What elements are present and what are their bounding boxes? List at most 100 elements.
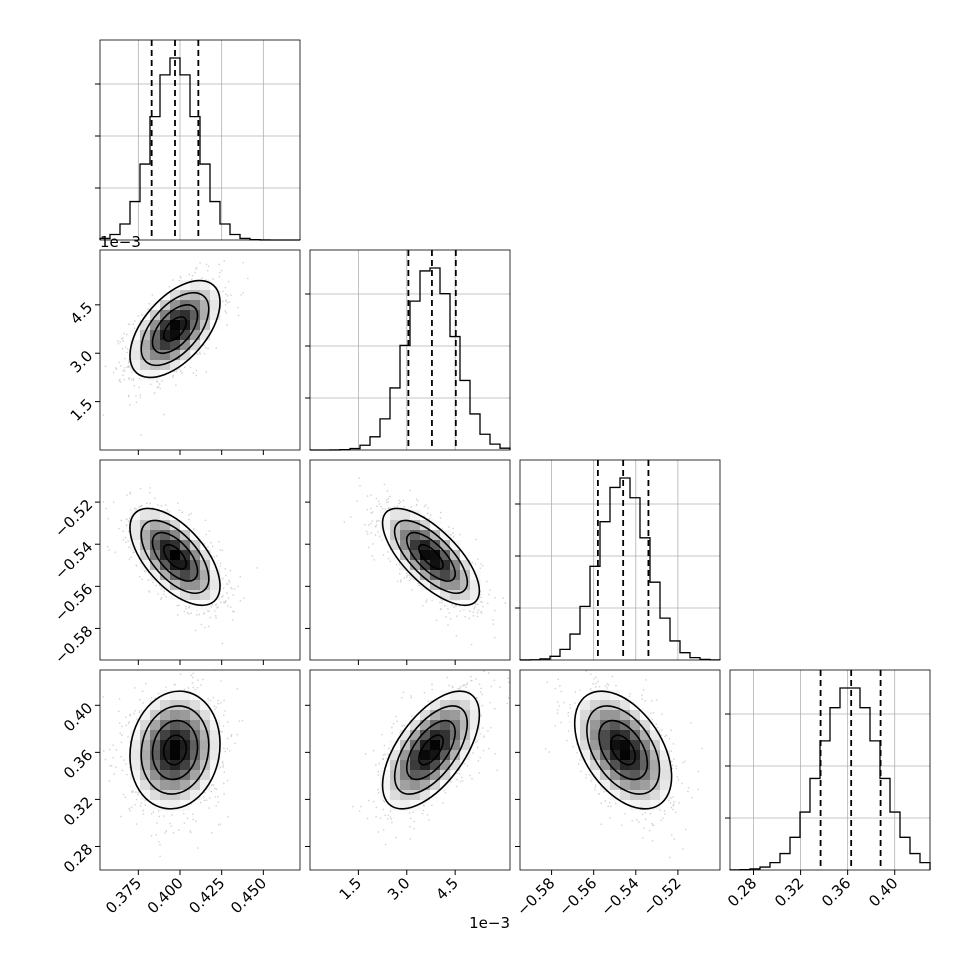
panel-3-0-cell-85 bbox=[210, 730, 221, 741]
panel-3-2-cell-36 bbox=[610, 760, 621, 771]
panel-3-0-cell-24 bbox=[150, 780, 161, 791]
panel-3-2-cell-55 bbox=[630, 740, 641, 751]
y-tick-label-2-1: −0.56 bbox=[51, 580, 96, 625]
panel-3-2-cell-78 bbox=[650, 790, 661, 801]
panel-3-0-cell-41 bbox=[170, 710, 181, 721]
panel-3-2-cell-75 bbox=[650, 760, 661, 771]
panel-3-1-cell-15 bbox=[400, 770, 411, 781]
panel-3-0-cell-86 bbox=[210, 740, 221, 751]
panel-1-0-cell-21 bbox=[160, 320, 171, 331]
x-tick-label-0-2: 0.425 bbox=[185, 874, 228, 917]
panel-2-1-cell-33 bbox=[430, 570, 441, 581]
panel-2-1 bbox=[305, 459, 511, 665]
panel-3-0-cell-60 bbox=[180, 780, 191, 791]
hist-2-steps bbox=[519, 477, 721, 661]
panel-3-0-content bbox=[102, 670, 244, 857]
panel-2-0-cell-11 bbox=[150, 520, 161, 531]
panel-2-0-cell-56 bbox=[210, 570, 221, 581]
panel-1-0-cell-35 bbox=[180, 280, 191, 291]
panel-3-2-frame bbox=[519, 669, 721, 871]
panel-3-0-contour-0 bbox=[162, 734, 188, 766]
panel-1-0-cell-14 bbox=[150, 340, 161, 351]
panel-1-0-cell-56 bbox=[210, 280, 221, 291]
panel-1-0-cell-51 bbox=[200, 290, 211, 301]
panel-2-0-cell-4 bbox=[140, 510, 151, 521]
panel-3-1-frame bbox=[309, 669, 511, 871]
panel-3-0-cell-23 bbox=[150, 770, 161, 781]
panel-1-0-cell-8 bbox=[140, 360, 151, 371]
panel-1-0-cell-55 bbox=[200, 330, 211, 341]
panel-3-1-cell-6 bbox=[390, 760, 401, 771]
panel-2-0-cell-52 bbox=[200, 580, 211, 591]
panel-3-2-cell-19 bbox=[600, 690, 611, 701]
panel-3-1-cell-28 bbox=[420, 710, 431, 721]
panel-2-1-cell-11 bbox=[400, 540, 411, 551]
panel-2-1-cell-0 bbox=[380, 510, 391, 521]
panel-1-0-cell-44 bbox=[190, 290, 201, 301]
panel-2-1-cell-9 bbox=[400, 520, 411, 531]
panel-3-2-cell-76 bbox=[650, 770, 661, 781]
panel-3-0-cell-55 bbox=[180, 730, 191, 741]
panel-2-0-cell-44 bbox=[190, 560, 201, 571]
panel-3-2-cell-11 bbox=[590, 700, 601, 711]
panel-3-2-cell-52 bbox=[630, 710, 641, 721]
panel-3-2-cell-34 bbox=[610, 740, 621, 751]
panel-3-1-cell-22 bbox=[410, 750, 421, 761]
panel-3-0-cell-71 bbox=[190, 770, 201, 781]
panel-3-2-cell-39 bbox=[610, 790, 621, 801]
panel-3-0-cell-82 bbox=[200, 780, 211, 791]
hist-0-frame bbox=[99, 39, 301, 241]
panel-2-0-cell-45 bbox=[190, 570, 201, 581]
panel-3-2-cell-13 bbox=[590, 720, 601, 731]
panel-2-0-cell-14 bbox=[150, 550, 161, 561]
panel-2-0-cell-51 bbox=[200, 570, 211, 581]
panel-3-2-contour-3 bbox=[573, 690, 673, 810]
panel-2-1-cell-41 bbox=[440, 580, 451, 591]
panel-3-0-cell-0 bbox=[130, 720, 141, 731]
panel-3-1-cell-59 bbox=[450, 710, 461, 721]
panel-3-1-cell-53 bbox=[440, 750, 451, 761]
panel-2-1-cell-12 bbox=[400, 550, 411, 561]
panel-1-0-cell-38 bbox=[180, 310, 191, 321]
panel-3-2-cell-49 bbox=[620, 790, 631, 801]
panel-3-0-cell-3 bbox=[130, 750, 141, 761]
panel-2-0-cell-24 bbox=[160, 580, 171, 591]
panel-3-2-cell-23 bbox=[600, 730, 611, 741]
panel-3-2-cell-73 bbox=[650, 740, 661, 751]
panel-3-0-cell-49 bbox=[170, 790, 181, 801]
panel-3-2-cell-9 bbox=[580, 750, 591, 761]
panel-2-1-contour-2 bbox=[393, 519, 469, 594]
panel-3-2-cell-46 bbox=[620, 760, 631, 771]
hist-3-frame bbox=[729, 669, 931, 871]
panel-3-1-cell-66 bbox=[460, 700, 471, 711]
panel-3-2-cell-63 bbox=[640, 720, 651, 731]
panel-3-0-cell-64 bbox=[190, 700, 201, 711]
panel-3-2-cell-50 bbox=[620, 800, 631, 811]
panel-3-2-cell-14 bbox=[590, 730, 601, 741]
panel-3-0-cell-44 bbox=[170, 740, 181, 751]
panel-3-0-cell-65 bbox=[190, 710, 201, 721]
panel-2-0 bbox=[95, 459, 301, 665]
panel-3-2-cell-53 bbox=[630, 720, 641, 731]
panel-2-0-cell-30 bbox=[170, 570, 181, 581]
panel-3-0-cell-27 bbox=[160, 690, 171, 701]
panel-1-0-cell-4 bbox=[140, 320, 151, 331]
panel-3-0-cell-75 bbox=[200, 710, 211, 721]
panel-2-0-contour-3 bbox=[129, 507, 221, 607]
panel-1-0-cell-6 bbox=[140, 340, 151, 351]
panel-3-2-cell-10 bbox=[590, 690, 601, 701]
panel-2-1-cell-50 bbox=[460, 560, 471, 571]
panel-3-2-cell-22 bbox=[600, 720, 611, 731]
panel-1-0-contour-2 bbox=[140, 291, 210, 367]
panel-2-0-cell-42 bbox=[190, 540, 201, 551]
panel-3-0-cell-50 bbox=[170, 800, 181, 811]
panel-2-1-cell-15 bbox=[410, 520, 421, 531]
panel-3-2-cell-70 bbox=[640, 790, 651, 801]
panel-3-1-cell-35 bbox=[420, 780, 431, 791]
panel-3-2-cell-84 bbox=[660, 780, 671, 791]
panel-3-2-cell-29 bbox=[610, 690, 621, 701]
y-tick-label-3-0: 0.28 bbox=[60, 840, 96, 876]
panel-3-1-cell-34 bbox=[420, 770, 431, 781]
panel-3-2 bbox=[515, 669, 721, 875]
panel-3-2-cell-71 bbox=[640, 800, 651, 811]
